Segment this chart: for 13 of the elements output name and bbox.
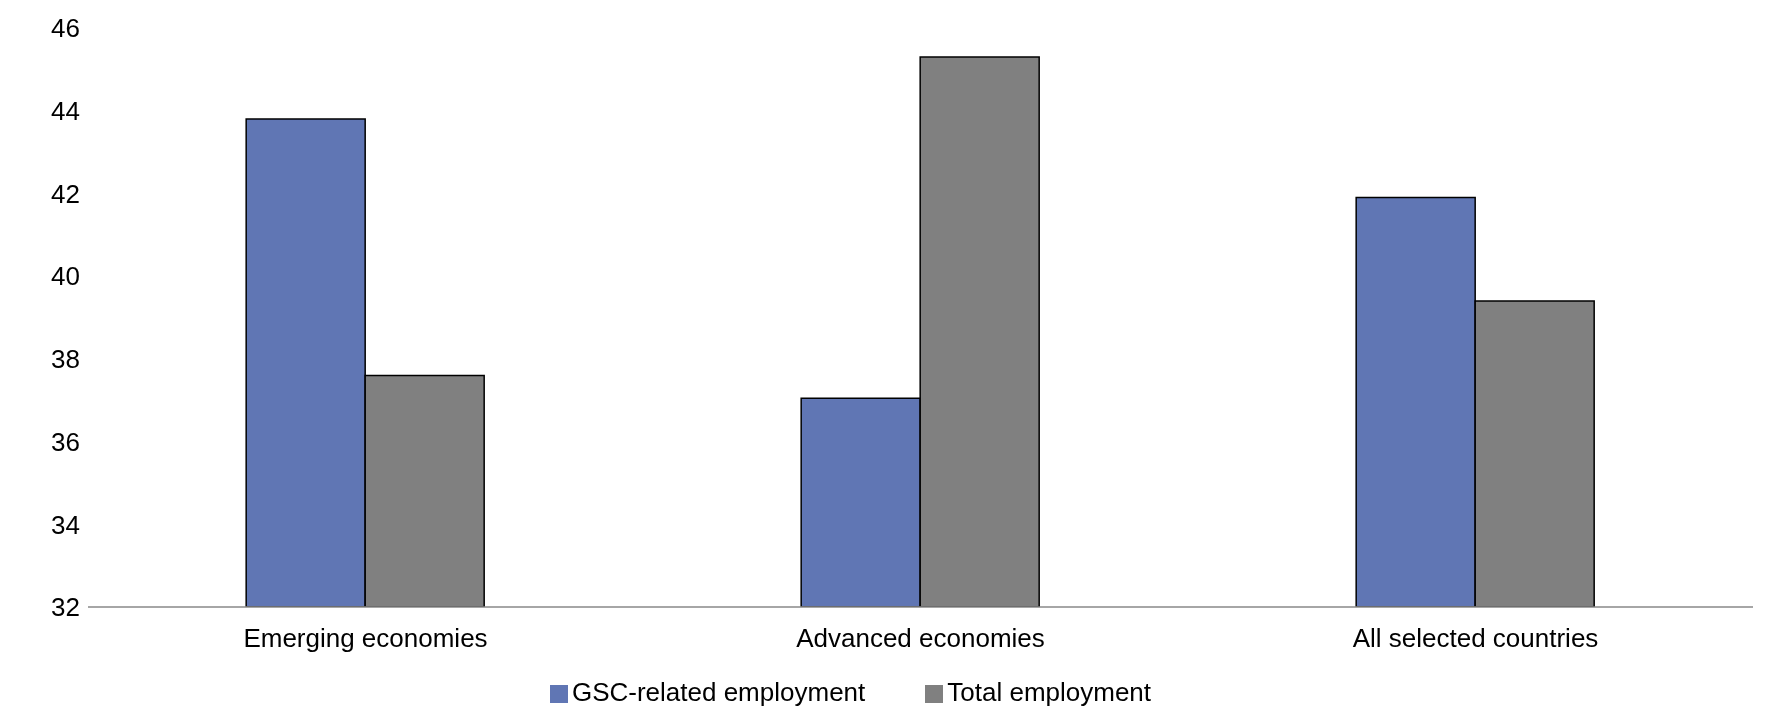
y-tick-label: 46 [51,13,80,44]
y-tick-label: 44 [51,95,80,126]
y-tick-label: 34 [51,509,80,540]
x-tick-label: All selected countries [1352,623,1599,654]
y-tick-label: 38 [51,344,80,375]
y-tick-label: 42 [51,178,80,209]
y-tick-label: 36 [51,426,80,457]
y-tick-label: 40 [51,261,80,292]
legend-label: GSC-related employment [571,677,866,707]
y-tick-label: 32 [51,592,80,623]
x-tick-label: Emerging economies [243,623,488,654]
legend-label: Total employment [947,677,1152,707]
x-tick-label: Advanced economies [796,623,1045,654]
